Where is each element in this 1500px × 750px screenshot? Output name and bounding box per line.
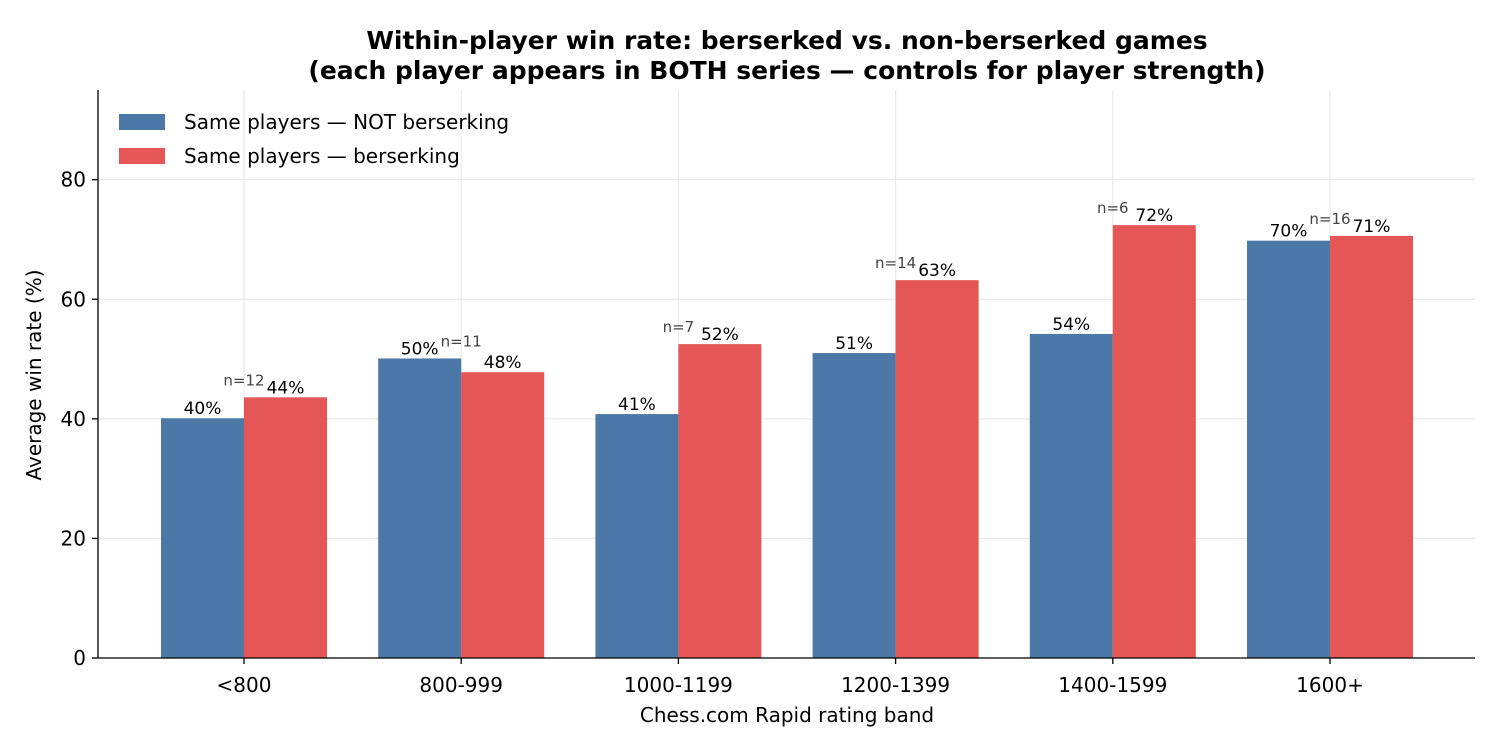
x-ticks: <800 800-999 1000-1199 1200-1399 1400-1599 16… <box>217 658 1364 697</box>
legend-label-not-berserking: Same players — NOT berserking <box>184 110 509 134</box>
chart-subtitle: (each player appears in BOTH series — co… <box>308 56 1265 85</box>
y-tick-label: 40 <box>61 407 86 431</box>
bar-value-label: 71% <box>1353 217 1391 237</box>
legend: Same players — NOT berserking Same playe… <box>119 110 509 168</box>
bars <box>161 225 1413 658</box>
x-axis-label: Chess.com Rapid rating band <box>640 703 934 727</box>
sample-size-label: n=12 <box>223 371 264 389</box>
bar-not-berserking <box>1029 333 1113 658</box>
bar-value-label: 40% <box>184 399 222 419</box>
bar-value-label: 72% <box>1135 206 1173 226</box>
bar-value-label: 63% <box>918 261 956 281</box>
bar-not-berserking <box>161 418 244 658</box>
y-tick-label: 0 <box>73 646 86 670</box>
chart-title: Within-player win rate: berserked vs. no… <box>366 26 1207 55</box>
sample-size-label: n=11 <box>441 332 482 350</box>
bar-value-label: 41% <box>618 395 656 415</box>
y-tick-label: 80 <box>61 168 86 192</box>
bar-berserking <box>461 372 545 658</box>
bar-not-berserking <box>595 414 679 658</box>
sample-size-label: n=7 <box>663 318 695 336</box>
bar-berserking <box>895 280 979 658</box>
x-tick-label: 1200-1399 <box>841 673 950 697</box>
bar-berserking <box>1330 235 1413 658</box>
bar-not-berserking <box>1247 240 1330 658</box>
legend-swatch-not-berserking <box>119 114 165 130</box>
bar-value-label: 70% <box>1270 222 1308 242</box>
bar-value-label: 44% <box>267 378 305 398</box>
bar-not-berserking <box>378 358 462 658</box>
data-labels: 40% 44%n=12 50% 48%n=11 41% 52% n=7 51% 63%n=14 5… <box>184 199 1391 419</box>
bar-value-label: 50% <box>401 339 439 359</box>
sample-size-label: n=16 <box>1309 210 1350 228</box>
y-axis-label: Average win rate (%) <box>22 269 46 480</box>
x-tick-label: 1400-1599 <box>1058 673 1167 697</box>
y-tick-label: 20 <box>61 526 86 550</box>
bar-value-label: 54% <box>1052 315 1090 335</box>
bar-berserking <box>244 397 327 658</box>
x-tick-label: <800 <box>217 673 272 697</box>
legend-label-berserking: Same players — berserking <box>184 144 460 168</box>
sample-size-label: n=6 <box>1097 199 1129 217</box>
bar-value-label: 48% <box>484 353 522 373</box>
x-tick-label: 1000-1199 <box>624 673 733 697</box>
y-ticks: 0 20 40 60 80 <box>61 168 98 670</box>
x-tick-label: 1600+ <box>1296 673 1364 697</box>
bar-value-label: 52% <box>701 325 739 345</box>
legend-swatch-berserking <box>119 148 165 164</box>
sample-size-label: n=14 <box>875 254 916 272</box>
y-tick-label: 60 <box>61 287 86 311</box>
bar-berserking <box>1112 225 1196 658</box>
bar-berserking <box>678 344 762 658</box>
bar-value-label: 51% <box>835 334 873 354</box>
bar-not-berserking <box>812 353 896 658</box>
x-tick-label: 800-999 <box>419 673 503 697</box>
